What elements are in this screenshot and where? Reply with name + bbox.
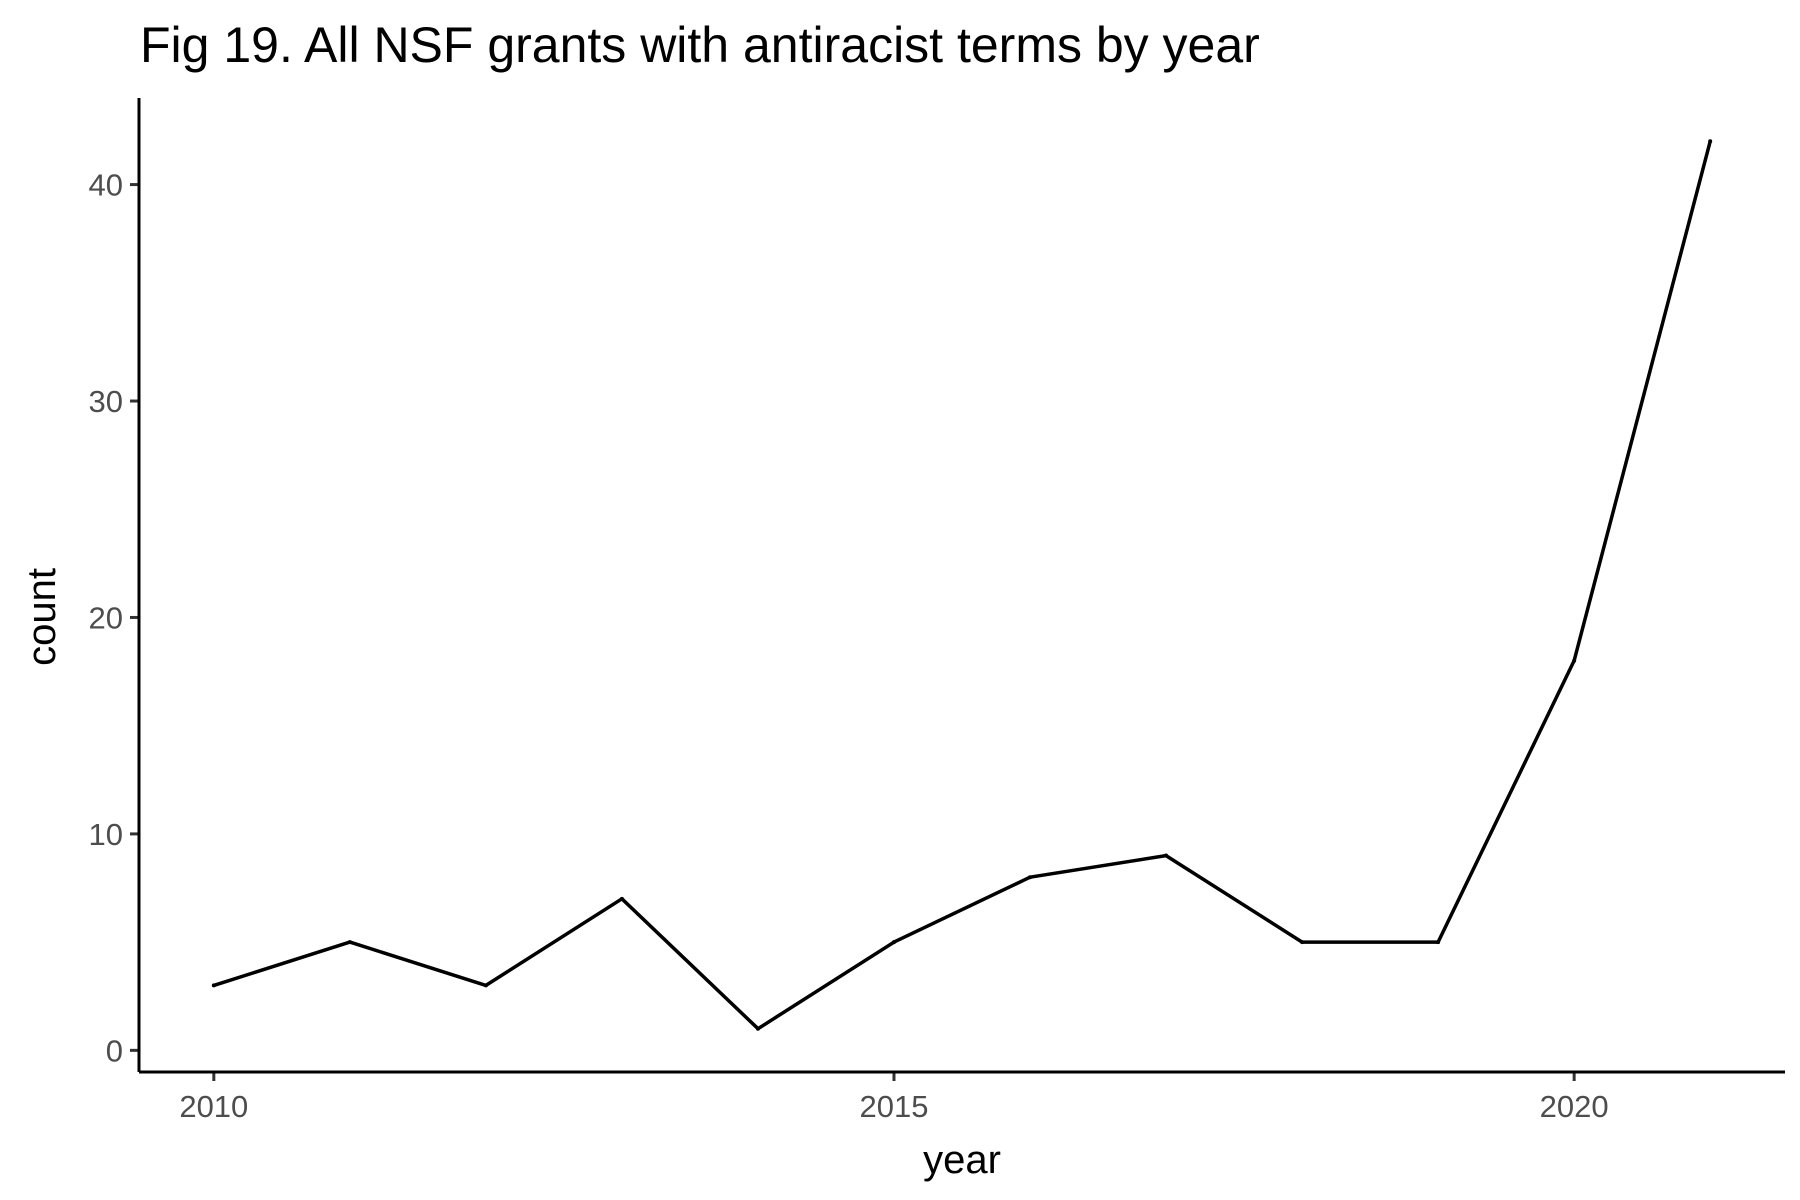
data-point bbox=[1572, 658, 1577, 663]
data-point bbox=[483, 983, 488, 988]
data-point bbox=[1436, 940, 1441, 945]
plot-area: 0 10 20 30 40 2010 2015 2020 bbox=[89, 98, 1785, 1124]
x-axis-title: year bbox=[923, 1138, 1001, 1182]
data-point bbox=[1164, 853, 1169, 858]
y-tick-label: 0 bbox=[106, 1033, 123, 1068]
y-tick-label: 40 bbox=[89, 168, 123, 203]
data-point bbox=[619, 896, 624, 901]
y-tick-label: 10 bbox=[89, 817, 123, 852]
x-tick-label: 2015 bbox=[859, 1089, 928, 1124]
data-point bbox=[891, 940, 896, 945]
data-point bbox=[1300, 940, 1305, 945]
data-point bbox=[211, 983, 216, 988]
y-tick-label: 30 bbox=[89, 384, 123, 419]
data-point bbox=[1708, 139, 1713, 144]
chart-title: Fig 19. All NSF grants with antiracist t… bbox=[140, 17, 1260, 73]
data-point bbox=[347, 940, 352, 945]
y-axis-ticks: 0 10 20 30 40 bbox=[89, 168, 139, 1068]
x-tick-label: 2010 bbox=[179, 1089, 248, 1124]
data-point bbox=[1028, 875, 1033, 880]
data-point bbox=[755, 1026, 760, 1031]
x-axis-ticks: 2010 2015 2020 bbox=[179, 1072, 1609, 1124]
y-axis-title: count bbox=[20, 568, 64, 666]
data-points bbox=[211, 139, 1713, 1031]
series-line bbox=[213, 140, 1712, 1031]
y-tick-label: 20 bbox=[89, 600, 123, 635]
x-tick-label: 2020 bbox=[1540, 1089, 1609, 1124]
